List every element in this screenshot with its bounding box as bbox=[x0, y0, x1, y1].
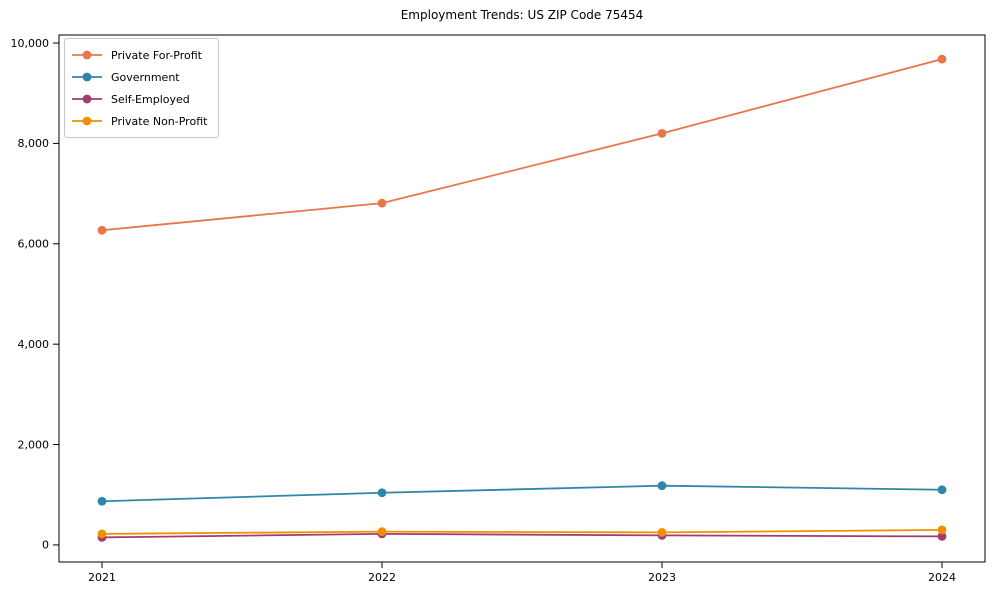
y-axis-tick-label: 6,000 bbox=[18, 238, 50, 251]
series-marker bbox=[377, 198, 387, 208]
legend-item: Government bbox=[72, 66, 207, 88]
y-axis-tick-label: 4,000 bbox=[18, 338, 50, 351]
legend-line-marker-icon bbox=[72, 94, 102, 104]
x-axis-tick-label: 2024 bbox=[928, 571, 956, 584]
legend-label: Government bbox=[111, 70, 180, 84]
x-axis-tick-label: 2021 bbox=[88, 571, 116, 584]
series-marker bbox=[657, 481, 667, 491]
series-marker bbox=[377, 488, 387, 498]
series-marker bbox=[377, 527, 387, 537]
chart-title: Employment Trends: US ZIP Code 75454 bbox=[400, 8, 644, 22]
series-marker bbox=[937, 532, 947, 541]
series-marker bbox=[97, 529, 107, 539]
y-axis-tick-label: 2,000 bbox=[18, 438, 50, 451]
series-line bbox=[101, 58, 943, 232]
legend: Private For-Profit Government Self-Employe… bbox=[64, 38, 220, 138]
legend-line-marker-icon bbox=[72, 50, 102, 60]
series-line bbox=[101, 528, 943, 535]
legend-item: Private Non-Profit bbox=[72, 110, 207, 132]
legend-label: Self-Employed bbox=[111, 92, 190, 106]
series-marker bbox=[97, 225, 107, 235]
series-marker bbox=[937, 525, 947, 535]
legend-item: Self-Employed bbox=[72, 88, 207, 110]
series-marker bbox=[657, 128, 667, 138]
y-axis-tick-label: 0 bbox=[42, 539, 49, 552]
y-axis-tick-label: 8,000 bbox=[18, 137, 50, 150]
legend-label: Private For-Profit bbox=[111, 48, 202, 62]
series-marker bbox=[937, 485, 947, 495]
series-marker bbox=[97, 496, 107, 506]
legend-line-marker-icon bbox=[72, 116, 102, 126]
x-axis-tick-label: 2022 bbox=[368, 571, 396, 584]
series-marker bbox=[937, 54, 947, 64]
series-marker bbox=[657, 527, 667, 537]
series-line bbox=[101, 532, 943, 539]
legend-label: Private Non-Profit bbox=[111, 114, 208, 128]
legend-item: Private For-Profit bbox=[72, 44, 207, 66]
y-axis-tick-label: 10,000 bbox=[11, 37, 50, 50]
x-axis-tick-label: 2023 bbox=[648, 571, 676, 584]
legend-line-marker-icon bbox=[72, 72, 102, 82]
series-line bbox=[101, 484, 943, 503]
